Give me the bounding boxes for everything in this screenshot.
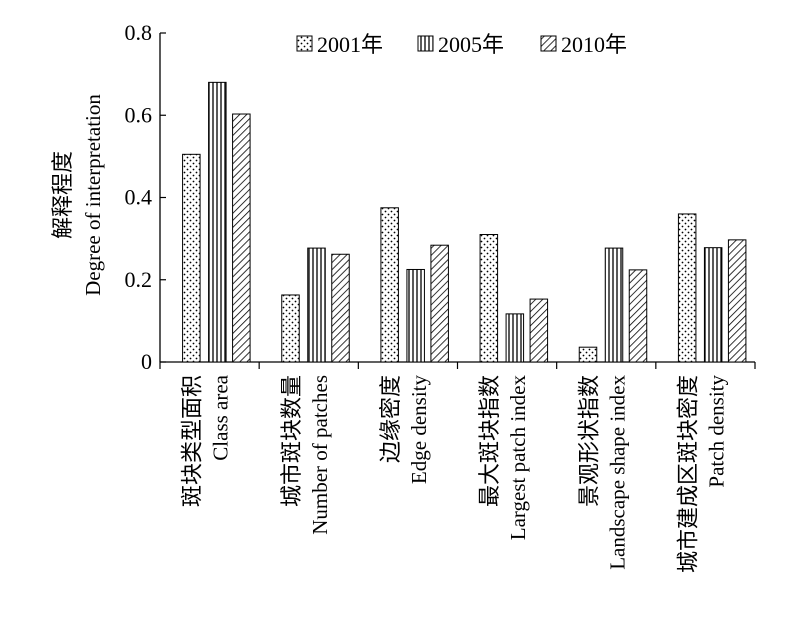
plot-area: 0 0.2 0.4 0.6 0.8 — [125, 20, 756, 374]
y-tick-label: 0.2 — [125, 267, 153, 292]
bar-2001年-4 — [479, 234, 499, 363]
bar-2005年-1 — [208, 81, 227, 363]
legend-label-2001年: 2001年 — [317, 32, 383, 57]
y-axis-label-cn: 解释程度 — [50, 151, 75, 239]
legend-swatch-2010年 — [540, 35, 557, 52]
x-tick-label-cn: 景观形状指数 — [576, 375, 601, 507]
bar-2001年-1 — [182, 153, 201, 363]
y-tick-label: 0.4 — [125, 185, 153, 210]
x-axis-labels: 斑块类型面积 Class area 城市斑块数量 Number of patches 边… — [180, 374, 729, 573]
y-tick-label: 0 — [141, 349, 152, 374]
x-tick-label-cn: 斑块类型面积 — [180, 375, 205, 507]
bar-2010年-2 — [331, 253, 350, 363]
legend: 2001年 2005年 2010年 — [296, 32, 627, 57]
x-tick-label-en: Number of patches — [308, 375, 332, 535]
bar-2005年-4 — [505, 313, 525, 363]
bar-2001年-6 — [677, 213, 697, 363]
legend-label-2010年: 2010年 — [561, 32, 627, 57]
bar-2010年-5 — [628, 269, 648, 363]
bar-2001年-5 — [578, 346, 598, 363]
x-tick-label-cn: 边缘密度 — [378, 375, 403, 463]
x-tick-label-en: Edge density — [407, 375, 431, 485]
legend-swatch-2005年 — [417, 35, 434, 52]
y-tick-label: 0.8 — [125, 20, 153, 45]
bar-2005年-3 — [406, 268, 425, 363]
bar-2005年-2 — [307, 247, 326, 363]
x-tick-label-cn: 城市斑块数量 — [279, 375, 304, 507]
x-tick-label-en: Largest patch index — [506, 375, 530, 541]
y-tick-label: 0.6 — [125, 102, 153, 127]
x-tick-label-en: Patch density — [704, 375, 728, 488]
x-tick-label-cn: 最大斑块指数 — [477, 375, 502, 507]
legend-swatch-2001年 — [296, 35, 313, 52]
bar-2001年-2 — [281, 294, 300, 363]
bar-2005年-5 — [604, 247, 624, 363]
bar-2010年-3 — [430, 244, 449, 363]
bar-2010年-6 — [727, 239, 747, 363]
bar-2005年-6 — [703, 247, 723, 363]
x-tick-label-en: Landscape shape index — [605, 375, 629, 570]
legend-label-2005年: 2005年 — [438, 32, 504, 57]
bar-2010年-1 — [232, 113, 251, 363]
x-tick-label-cn: 城市建成区斑块密度 — [675, 375, 700, 573]
x-tick-label-en: Class area — [209, 374, 233, 460]
bar-2010年-4 — [529, 298, 549, 363]
y-axis-label: 解释程度 Degree of interpretation — [50, 94, 105, 296]
y-axis-label-en: Degree of interpretation — [81, 94, 105, 296]
bar-2001年-3 — [380, 207, 399, 363]
